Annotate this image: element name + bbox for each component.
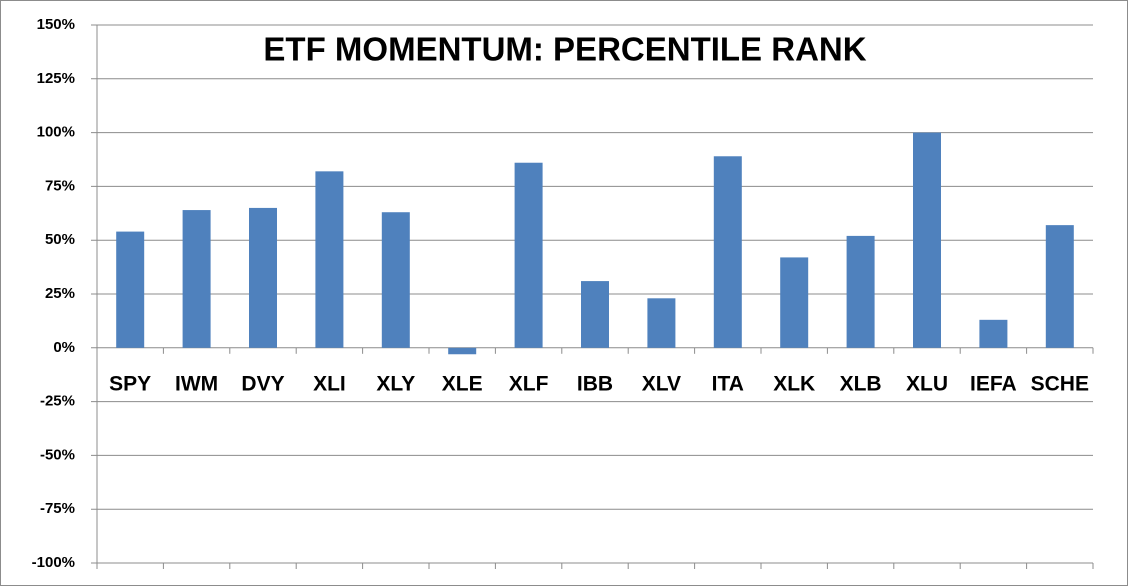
x-tick-label: XLE [442,373,483,396]
y-tick-label: -100% [32,554,75,571]
x-tick-label: XLK [773,373,815,396]
chart-title: ETF MOMENTUM: PERCENTILE RANK [263,31,866,68]
y-tick-label: 50% [45,231,75,248]
bar [182,210,211,348]
bar [249,207,277,348]
x-tick-label: XLU [906,373,948,396]
bar [581,281,609,348]
y-tick-label: 25% [45,285,75,302]
x-tick-label: IBB [577,373,613,396]
bar [514,162,543,348]
y-tick-label: 0% [53,339,75,356]
bar [780,257,809,348]
bar [713,156,742,348]
x-tick-label: IWM [175,373,218,396]
bar [913,132,941,348]
x-tick-label: XLV [642,373,681,396]
bar [448,347,477,355]
x-tick-label: DVY [241,373,284,396]
y-tick-label: 75% [45,177,75,194]
bar [116,231,145,348]
x-tick-label: XLY [376,373,415,396]
x-tick-label: SCHE [1031,373,1089,396]
y-tick-label: 100% [37,124,75,141]
x-tick-label: XLI [313,373,346,396]
x-tick-label: XLF [509,373,549,396]
bar [1045,225,1074,348]
x-tick-label: XLB [840,373,882,396]
bar [315,171,344,348]
x-tick-label: ITA [712,373,744,396]
y-tick-label: -25% [40,393,75,410]
y-tick-label: -75% [40,500,75,517]
bar [846,235,875,348]
bar [979,319,1008,348]
bar [381,212,410,348]
y-tick-label: 150% [37,16,75,33]
x-tick-label: IEFA [970,373,1017,396]
y-tick-label: -50% [40,446,75,463]
x-tick-label: SPY [109,373,151,396]
y-tick-label: 125% [37,70,75,87]
bar [647,298,676,348]
